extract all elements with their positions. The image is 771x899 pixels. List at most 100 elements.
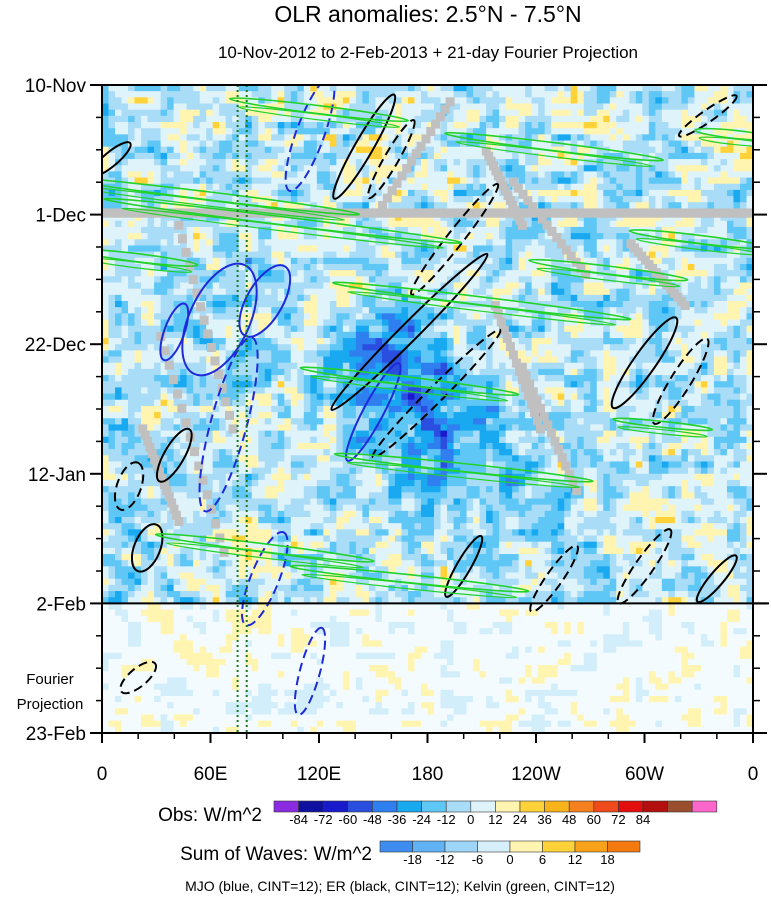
heatmap-cell (720, 325, 728, 333)
heatmap-cell (381, 276, 390, 284)
heatmap-cell (238, 115, 246, 123)
heatmap-cell (531, 350, 539, 358)
heatmap-cell (434, 214, 442, 222)
heatmap-cell (505, 220, 513, 228)
heatmap-cell (453, 103, 461, 111)
heatmap-cell (746, 189, 753, 197)
heatmap-cell (505, 257, 513, 265)
heatmap-cell (726, 115, 735, 123)
heatmap-cell (401, 307, 409, 314)
heatmap-cell (336, 134, 344, 142)
heatmap-cell (154, 214, 162, 222)
heatmap-cell (492, 387, 500, 395)
heatmap-cell (700, 282, 709, 290)
heatmap-cell (258, 307, 266, 314)
heatmap-cell (342, 387, 350, 395)
heatmap-cell (219, 202, 227, 210)
heatmap-cell (512, 245, 520, 253)
heatmap-cell (336, 85, 344, 92)
heatmap-cell (635, 109, 643, 117)
heatmap-cell (746, 115, 753, 123)
heatmap-cell (525, 226, 533, 234)
heatmap-cell (381, 263, 390, 271)
heatmap-cell (629, 214, 637, 222)
heatmap-cell (284, 202, 292, 210)
heatmap-cell (264, 356, 272, 364)
heatmap-cell (349, 122, 357, 129)
heatmap-cell (147, 356, 155, 364)
heatmap-cell (622, 375, 630, 382)
heatmap-cell (251, 97, 259, 105)
heatmap-cell (349, 233, 357, 240)
heatmap-cell (746, 214, 753, 222)
heatmap-cell (362, 214, 370, 222)
heatmap-cell (271, 282, 279, 290)
heatmap-cell (440, 165, 448, 172)
heatmap-cell (420, 196, 429, 203)
heatmap-cell (596, 226, 604, 234)
heatmap-cell (434, 338, 442, 345)
heatmap-cell (316, 270, 324, 277)
heatmap-cell (635, 331, 643, 339)
heatmap-cell (551, 350, 559, 358)
heatmap-cell (134, 368, 142, 376)
heatmap-cell (726, 356, 735, 364)
heatmap-cell (303, 128, 311, 135)
heatmap-cell (726, 220, 735, 228)
heatmap-cell (642, 319, 650, 327)
heatmap-cell (726, 171, 735, 179)
heatmap-cell (473, 122, 481, 129)
heatmap-cell (603, 165, 611, 172)
heatmap-cell (551, 140, 559, 148)
heatmap-cell (258, 220, 266, 228)
heatmap-cell (212, 251, 220, 259)
heatmap-cell (661, 245, 669, 253)
heatmap-cell (316, 301, 324, 308)
heatmap-cell (420, 109, 429, 117)
heatmap-cell (407, 140, 416, 148)
heatmap-cell (323, 381, 331, 388)
heatmap-cell (102, 189, 110, 197)
heatmap-cell (160, 159, 168, 166)
heatmap-cell (186, 356, 194, 364)
heatmap-cell (486, 85, 494, 92)
heatmap-cell (362, 165, 370, 172)
heatmap-cell (642, 387, 650, 395)
heatmap-cell (420, 220, 429, 228)
heatmap-cell (479, 381, 487, 388)
heatmap-cell (141, 331, 149, 339)
heatmap-cell (407, 189, 416, 197)
heatmap-cell (538, 276, 546, 284)
heatmap-cell (733, 282, 741, 290)
heatmap-cell (564, 214, 572, 222)
heatmap-cell (134, 356, 142, 364)
heatmap-cell (427, 202, 435, 210)
heatmap-cell (590, 251, 598, 259)
heatmap-cell (466, 103, 474, 111)
heatmap-cell (551, 165, 559, 172)
heatmap-cell (447, 159, 455, 166)
heatmap-cell (629, 134, 637, 142)
heatmap-cell (264, 177, 272, 185)
heatmap-cell (160, 122, 168, 129)
heatmap-cell (258, 134, 266, 142)
heatmap-cell (264, 270, 272, 277)
heatmap-cell (154, 115, 162, 123)
heatmap-cell (355, 177, 363, 185)
heatmap-cell (245, 276, 253, 284)
heatmap-cell (245, 350, 253, 358)
heatmap-cell (538, 344, 546, 351)
heatmap-cell (284, 350, 292, 358)
heatmap-cell (232, 344, 240, 351)
heatmap-cell (720, 356, 728, 364)
heatmap-cell (147, 196, 155, 203)
heatmap-cell (147, 183, 155, 191)
heatmap-cell (512, 97, 520, 105)
heatmap-cell (102, 356, 110, 364)
heatmap-cell (603, 282, 611, 290)
heatmap-cell (349, 356, 357, 364)
heatmap-cell (271, 109, 279, 117)
heatmap-cell (290, 146, 298, 154)
heatmap-cell (401, 257, 409, 265)
heatmap-cell (531, 171, 539, 179)
